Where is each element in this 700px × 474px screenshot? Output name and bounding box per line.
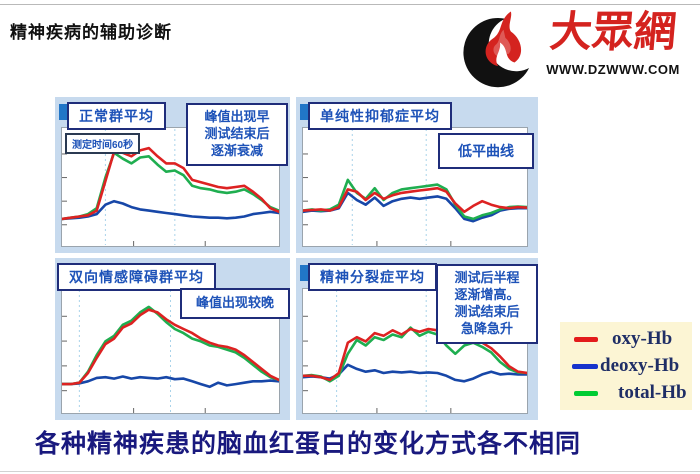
note-late-rise: 测试后半程 逐渐增高。 测试结束后 急降急升 [436, 264, 538, 344]
note-early-peak: 峰值出现早 测试结束后 逐渐衰减 [186, 103, 288, 166]
top-divider [0, 4, 700, 5]
legend-label-total: total-Hb [618, 382, 687, 403]
flame-crescent-icon [463, 11, 530, 88]
panel-title-schizophrenia: 精神分裂症平均 [308, 263, 437, 291]
total-hb-dash-icon [574, 390, 598, 396]
chart-depression [301, 127, 529, 247]
logo-brand-text: 大眾網 [547, 10, 679, 56]
bottom-divider [0, 471, 700, 472]
panel-bipolar: 双向情感障碍群平均 峰值出现较晚 [55, 258, 290, 420]
note-late-peak: 峰值出现较晚 [180, 288, 290, 319]
legend-row-total: total-Hb [560, 381, 692, 405]
hb-legend: oxy-Hb deoxy-Hb total-Hb [560, 322, 692, 410]
logo-url-text: WWW.DZWWW.COM [546, 62, 680, 77]
measure-time-label: 测定时间60秒 [65, 133, 141, 154]
panel-depression: 单纯性抑郁症平均 低平曲线 [296, 97, 538, 253]
oxy-hb-dash-icon [574, 336, 598, 342]
dzwww-logo: 大眾網 WWW.DZWWW.COM [458, 4, 694, 88]
panel-title-normal: 正常群平均 [67, 102, 166, 130]
panel-normal-group: 正常群平均 测定时间60秒 峰值出现早 测试结束后 逐渐衰减 [55, 97, 290, 253]
legend-row-oxy: oxy-Hb [560, 327, 692, 351]
legend-row-deoxy: deoxy-Hb [560, 354, 692, 378]
legend-label-deoxy: deoxy-Hb [600, 355, 680, 376]
panel-title-bipolar: 双向情感障碍群平均 [57, 263, 216, 291]
slide-caption: 各种精神疾患的脑血红蛋白的变化方式各不相同 [35, 431, 582, 458]
deoxy-hb-dash-icon [572, 363, 598, 369]
page-title: 精神疾病的辅助诊断 [10, 23, 172, 42]
legend-label-oxy: oxy-Hb [612, 328, 673, 349]
panel-schizophrenia: 精神分裂症平均 测试后半程 逐渐增高。 测试结束后 急降急升 [296, 258, 538, 420]
note-flat-curve: 低平曲线 [438, 133, 534, 170]
panel-title-depression: 单纯性抑郁症平均 [308, 102, 452, 130]
